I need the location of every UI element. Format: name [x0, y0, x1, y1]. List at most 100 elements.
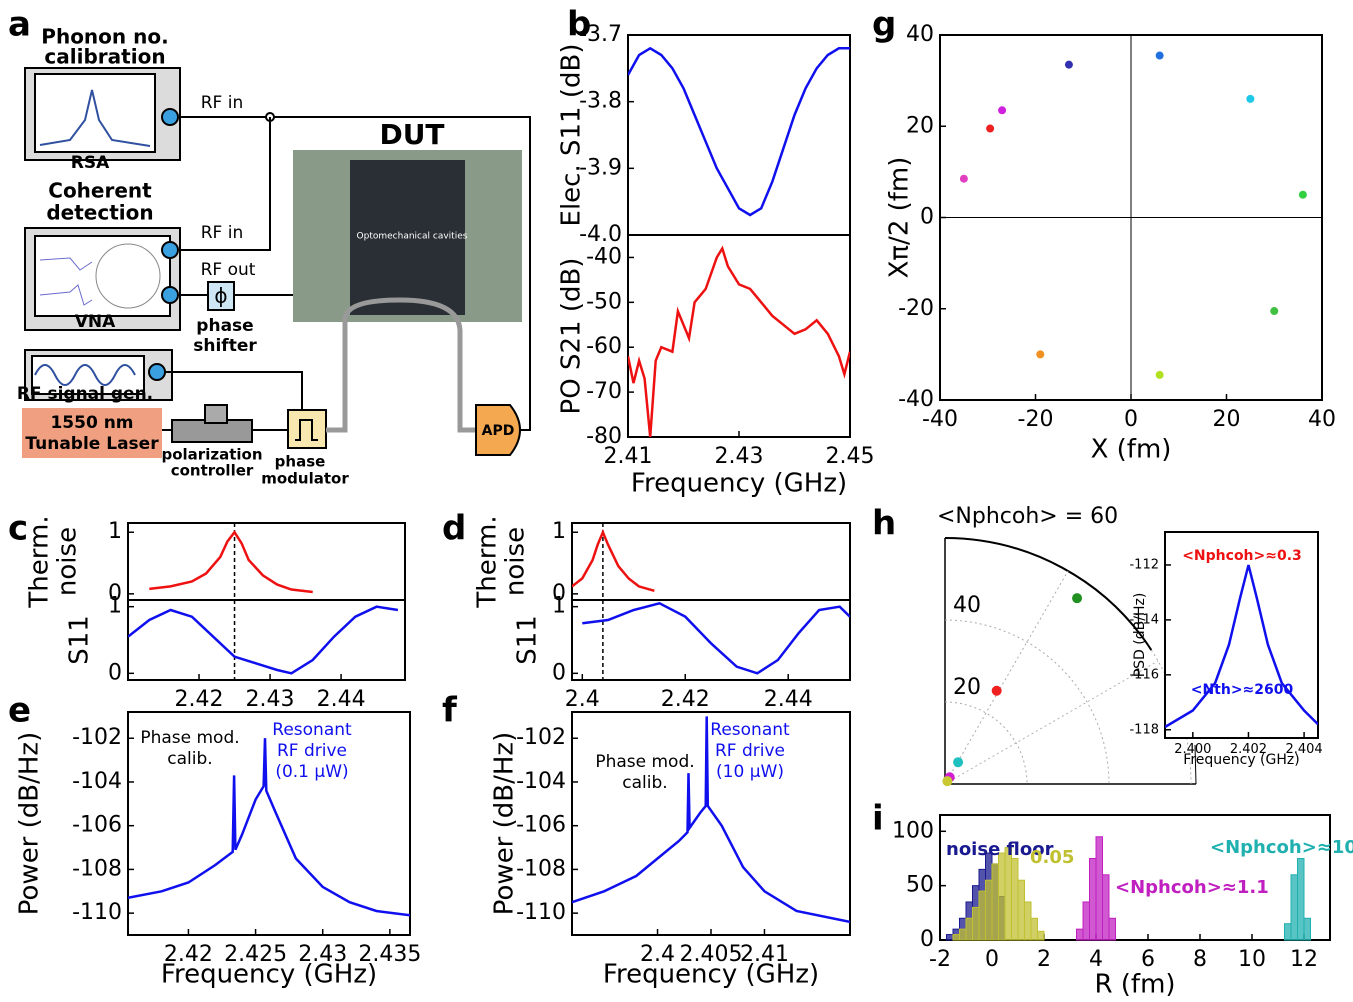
plot-frame: [1164, 531, 1319, 739]
scatter-point: [1298, 190, 1307, 199]
line-series: [128, 738, 410, 917]
x-tick-label: 0: [1124, 407, 1138, 432]
histogram-bar: [946, 934, 954, 941]
y-axis-label: Therm.: [25, 515, 55, 608]
y-tick-label: 1: [552, 519, 566, 544]
annotation: RF drive: [715, 741, 785, 761]
y-tick-label: 0: [920, 927, 934, 952]
panel-label: b: [567, 5, 591, 45]
x-tick-label: 20: [1213, 407, 1241, 432]
histogram-bar: [978, 890, 986, 941]
x-tick-label: 2.402: [1230, 742, 1267, 757]
line-series: [572, 528, 655, 593]
plot-frame: [571, 522, 851, 601]
r-tick-label: 40: [953, 593, 981, 618]
x-tick-label: -2: [929, 947, 951, 972]
histogram-bar: [972, 906, 980, 941]
annotation: RF drive: [277, 741, 347, 761]
y-tick-label: -80: [586, 424, 622, 449]
histogram-bar: [998, 852, 1006, 941]
y-tick-label: 1: [108, 519, 122, 544]
label: 1550 nm: [50, 413, 133, 433]
label: RSA: [71, 153, 110, 173]
x-axis-label: Frequency (GHz): [631, 469, 847, 499]
diagram-labels: Phonon no. calibration RSA RF in Coheren…: [17, 25, 515, 488]
y-axis-label: PSD (dB/Hz): [1132, 593, 1148, 678]
y-tick-label: -106: [516, 813, 566, 838]
y-axis-label: noise: [501, 527, 531, 596]
annotation: Resonant: [710, 720, 790, 740]
line-series: [128, 605, 399, 675]
polar-point: [953, 757, 964, 768]
label: modulator: [261, 470, 349, 488]
series-label: 0.05: [1030, 847, 1074, 868]
r-tick-label: 20: [953, 675, 981, 700]
y-tick-label: -104: [72, 769, 122, 794]
x-axis-label: Frequency (GHz): [603, 960, 819, 990]
y-tick-label: -40: [586, 244, 622, 269]
label: calibration: [44, 45, 165, 69]
histogram-bar: [1089, 857, 1097, 941]
x-tick-label: 2.43: [298, 942, 347, 967]
leader: [1194, 744, 1197, 785]
y-axis-label: noise: [53, 527, 83, 596]
annotation: (10 μW): [716, 762, 784, 782]
line-series: [1165, 564, 1318, 729]
y-tick-label: -3.7: [579, 22, 622, 47]
plot-frame: [571, 599, 851, 681]
polar-panel: 20 40 <Nphcoh> = 60: [937, 504, 1197, 787]
plot-frame: [627, 34, 851, 236]
histogram-bar: [985, 879, 993, 941]
label: phase: [196, 316, 253, 336]
histogram-bar: [1011, 857, 1019, 941]
y-tick-label: 0: [920, 205, 934, 230]
x-tick-label: 40: [1308, 407, 1336, 432]
label: phase: [275, 453, 326, 471]
line-series: [628, 46, 850, 217]
label: RF in: [201, 93, 244, 113]
y-tick-label: -116: [1129, 667, 1159, 682]
annotation: (0.1 μW): [275, 762, 348, 782]
polar-point: [1072, 593, 1083, 604]
histogram-bar: [1102, 874, 1110, 941]
annotation: Phase mod.: [140, 728, 239, 748]
y-tick-label: 40: [906, 22, 934, 47]
x-tick-label: 2.425: [224, 942, 287, 967]
histogram-bar: [1024, 901, 1032, 941]
y-axis-label: S11: [513, 615, 543, 665]
plot-frame: [627, 234, 851, 438]
series-label: noise floor: [946, 839, 1054, 860]
y-axis-label: Power (dB/Hz): [15, 732, 45, 915]
scatter-point: [1036, 350, 1045, 359]
x-tick-label: 2.43: [715, 444, 764, 469]
y-tick-label: -3.9: [579, 155, 622, 180]
x-tick-label: 0: [985, 947, 999, 972]
label: APD: [482, 423, 515, 439]
y-tick-label: -114: [1129, 612, 1159, 627]
annotation: calib.: [167, 749, 212, 769]
histogram-bar: [1004, 847, 1012, 941]
scatter-point: [1246, 94, 1255, 103]
polar-grid-arc: [944, 619, 1110, 785]
x-tick-label: 4: [1089, 947, 1103, 972]
annotation: calib.: [622, 773, 667, 793]
scatter-point: [1155, 370, 1164, 379]
panel-label: i: [872, 799, 884, 839]
histogram-bar: [991, 863, 999, 941]
y-axis-label: Elec. S11 (dB): [557, 44, 587, 227]
annotation: Phase mod.: [595, 752, 694, 772]
x-tick-label: 2.4: [640, 942, 675, 967]
x-tick-label: 2.44: [317, 687, 366, 712]
panel-5: 0 1 Therm.noise: [473, 515, 851, 609]
polar-title: <Nphcoh> = 60: [937, 504, 1118, 529]
series-label: <Nphcoh>≈10: [1210, 837, 1353, 858]
y-tick-label: -60: [586, 334, 622, 359]
x-tick-label: 2.42: [661, 687, 710, 712]
panel-label: e: [8, 691, 31, 731]
x-tick-label: -20: [1018, 407, 1054, 432]
label: polarization: [162, 446, 263, 464]
line-series: [572, 716, 850, 924]
